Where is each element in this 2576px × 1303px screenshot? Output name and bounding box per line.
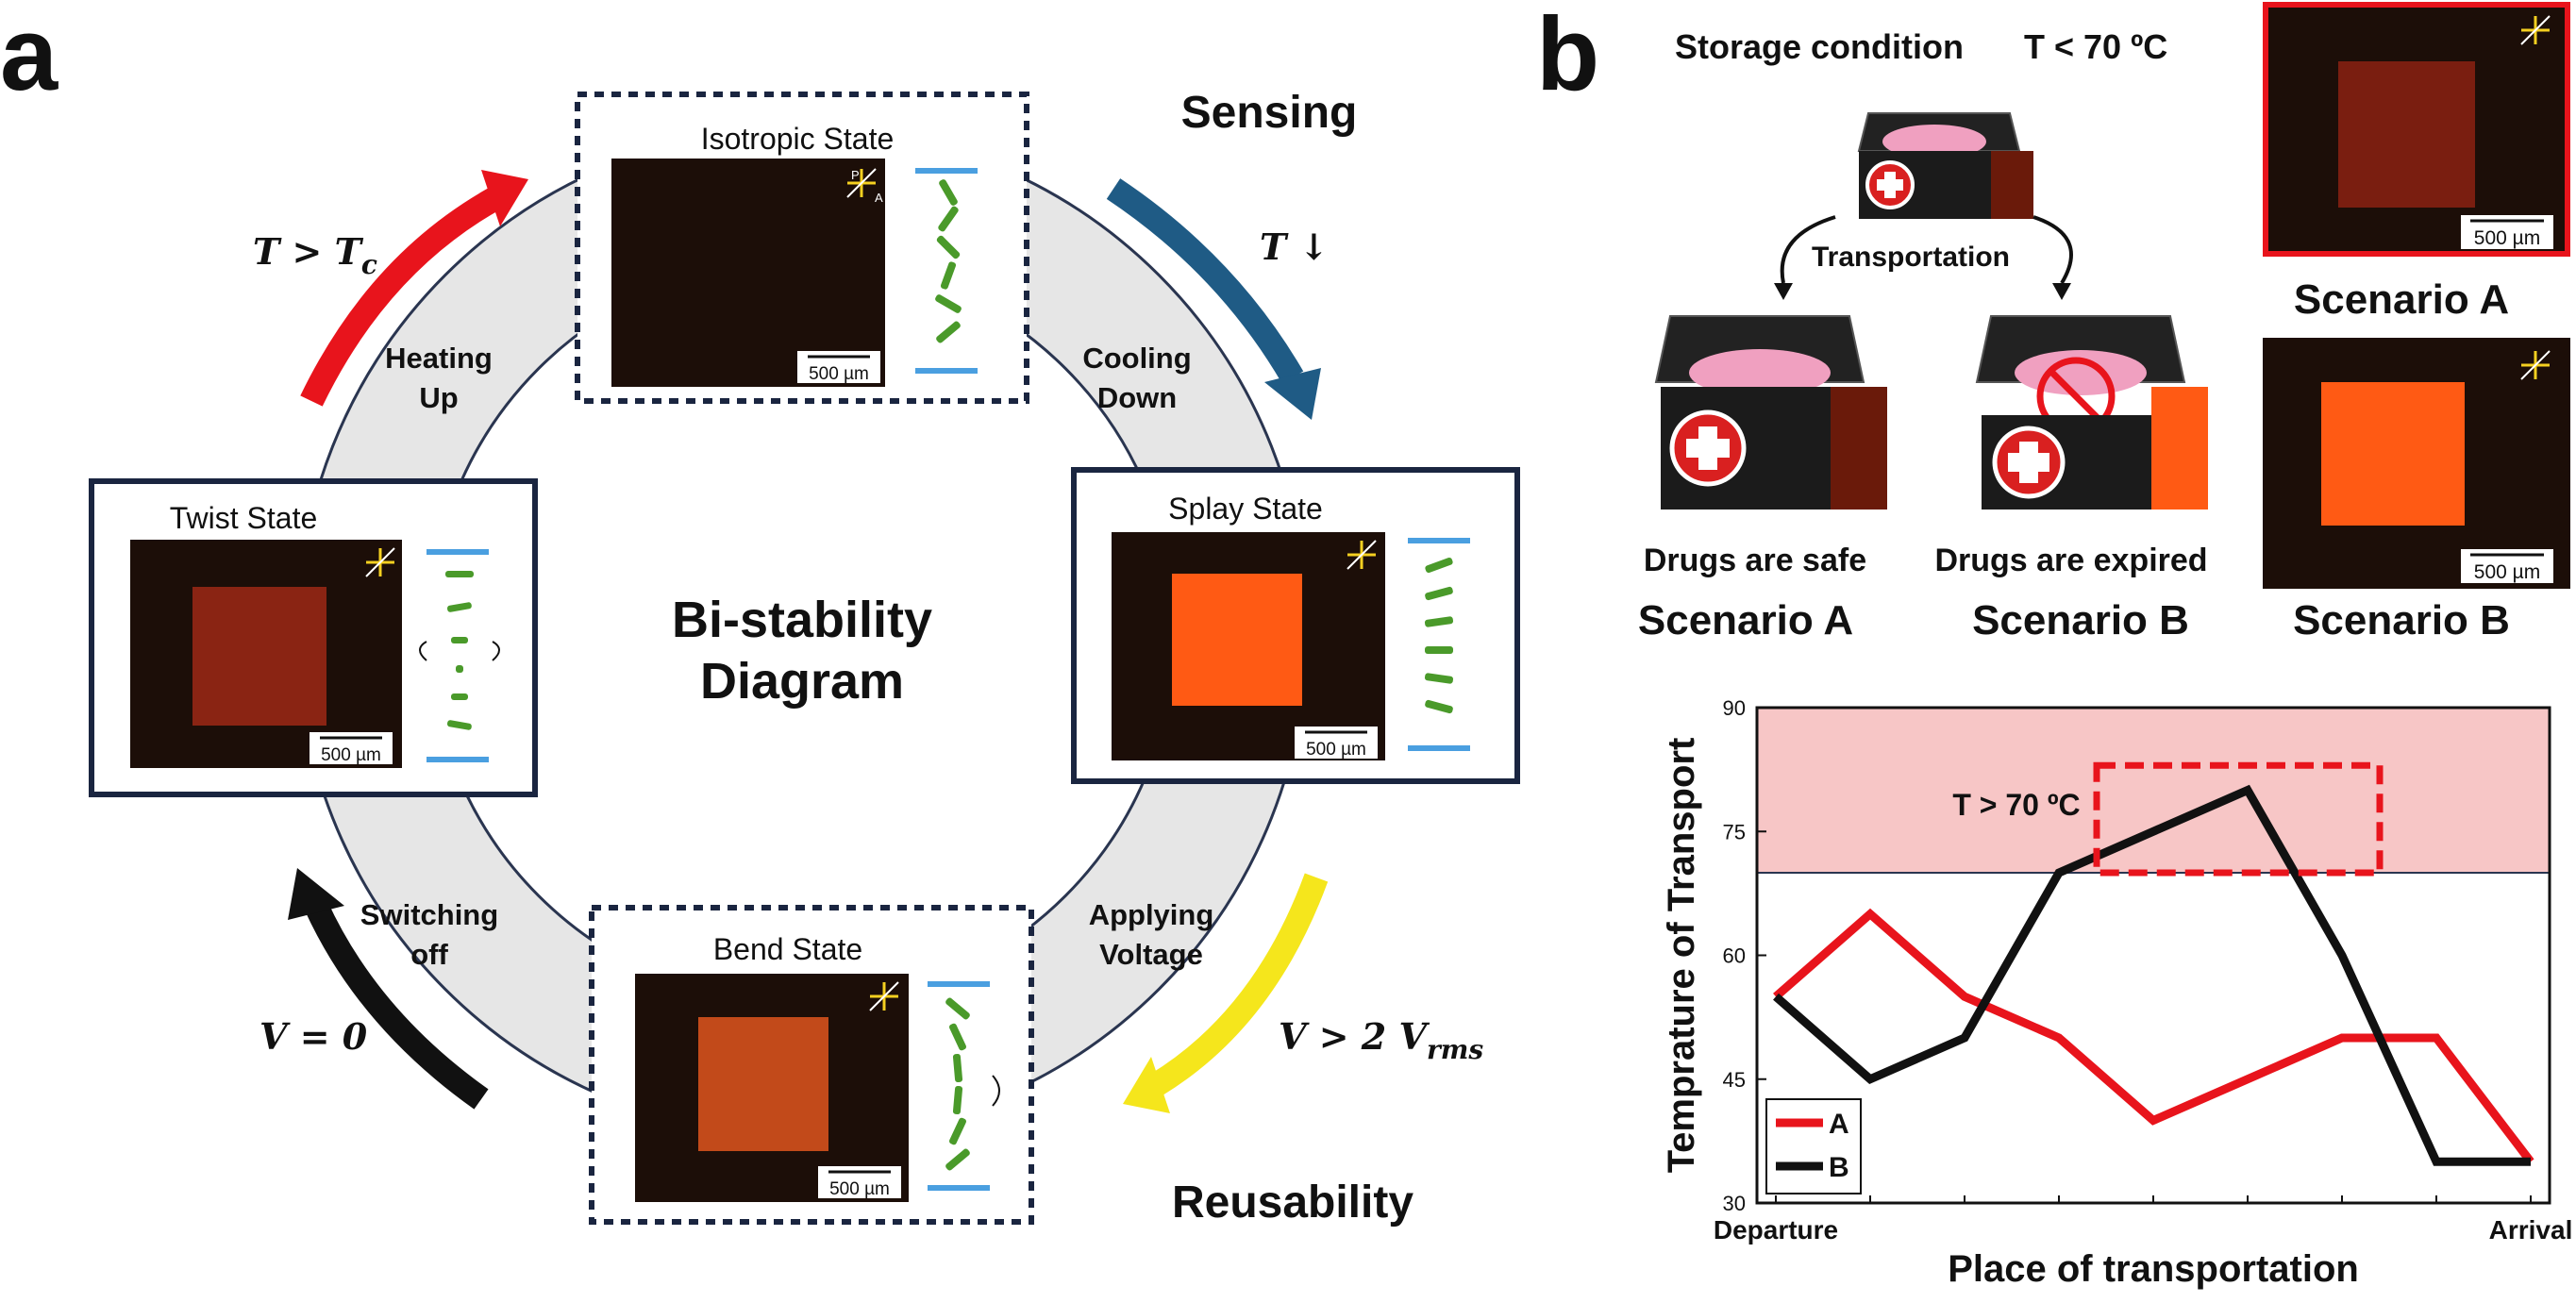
scale-bar-label: 500 µm xyxy=(321,745,381,765)
cool-condition: T ↓ xyxy=(1260,226,1329,268)
splay-state-card: Splay State 500 µm xyxy=(1071,467,1520,784)
bend-sample xyxy=(698,1017,828,1151)
applying-label-2: Voltage xyxy=(1099,938,1203,971)
twist-state-card: Twist State 500 µm xyxy=(89,478,538,797)
exceedance-highlight xyxy=(2093,761,2384,877)
cooling-arrow xyxy=(1106,178,1321,420)
y-tick-label: 90 xyxy=(1723,696,1746,720)
legend-label: A xyxy=(1829,1109,1849,1140)
isotropic-state-title: Isotropic State xyxy=(701,122,895,156)
y-tick-label: 60 xyxy=(1723,944,1746,968)
sensing-title: Sensing xyxy=(1181,88,1358,138)
legend-box xyxy=(1765,1098,1862,1194)
x-axis-label: Place of transportation xyxy=(1948,1248,2359,1290)
scenario-a-micrograph: 500 µm xyxy=(2263,2,2570,257)
scale-bar-label: 500 µm xyxy=(2474,561,2540,583)
expired-medicine-box-icon xyxy=(1975,315,2208,510)
scenario-a-right-label: Scenario A xyxy=(2294,276,2509,323)
scenario-b-micrograph: 500 µm xyxy=(2263,338,2570,589)
threshold-zone xyxy=(1757,708,2550,873)
voltage-condition: V > 2 Vrms xyxy=(1279,1015,1483,1065)
isotropic-micrograph xyxy=(611,159,885,387)
cycle-ring xyxy=(295,125,1309,1139)
storage-value: T < 70 ºC xyxy=(2024,27,2167,66)
polarizer-icon xyxy=(846,168,877,198)
switching-label: Switching xyxy=(360,898,498,931)
twist-state-title: Twist State xyxy=(170,501,318,535)
diagram-title-2: Diagram xyxy=(700,653,904,710)
isotropic-state-card: Isotropic State P A 500 µm xyxy=(575,92,1029,404)
transport-arrow-left xyxy=(1780,215,1836,284)
polarizer-a-label: A xyxy=(875,191,883,205)
scenario-b-label: Scenario B xyxy=(1972,597,2189,643)
transport-arrow-right xyxy=(2032,215,2073,285)
drugs-safe-label: Drugs are safe xyxy=(1644,543,1866,578)
scale-bar-label: 500 µm xyxy=(1306,740,1366,760)
voltage-arrow xyxy=(1123,873,1329,1113)
reusability-title: Reusability xyxy=(1172,1178,1413,1228)
legend-label: B xyxy=(1829,1152,1849,1183)
temperature-chart: 30 45 60 75 90 Departure Arrival T > 70 ºC AB Pla… xyxy=(1661,696,2572,1290)
transportation-label: Transportation xyxy=(1812,242,2010,273)
panel-a-letter: a xyxy=(0,0,59,112)
bend-state-card: Bend State 500 µm xyxy=(589,905,1034,1225)
diagram-title: Bi-stability xyxy=(672,592,932,648)
twist-sample xyxy=(192,587,326,726)
isotropic-molecule-diagram xyxy=(915,168,978,374)
splay-sample xyxy=(1172,574,1302,706)
twist-molecule-diagram xyxy=(419,549,500,762)
cooling-label: Cooling xyxy=(1082,342,1191,375)
scale-bar-label: 500 µm xyxy=(809,364,869,384)
heat-condition: T > Tc xyxy=(253,230,377,280)
bend-state-title: Bend State xyxy=(713,932,862,966)
panel-b-letter: b xyxy=(1536,0,1599,112)
switch-off-arrow xyxy=(288,868,489,1110)
splay-state-title: Splay State xyxy=(1168,492,1323,526)
heating-label: Heating xyxy=(385,342,493,375)
scenario-a-label: Scenario A xyxy=(1638,597,1853,643)
scale-bar-label: 500 µm xyxy=(829,1179,890,1199)
cooling-label-2: Down xyxy=(1097,381,1177,414)
y-tick-label: 30 xyxy=(1723,1192,1746,1215)
series-line-b xyxy=(1773,784,2531,1166)
scale-bar-label: 500 µm xyxy=(2474,227,2540,249)
applying-label: Applying xyxy=(1089,898,1214,931)
splay-molecule-diagram xyxy=(1408,538,1470,751)
storage-condition: Storage condition xyxy=(1675,27,1964,66)
x-tick-label: Arrival xyxy=(2489,1215,2573,1245)
scenario-b-right-label: Scenario B xyxy=(2293,597,2510,643)
y-tick-label: 75 xyxy=(1723,820,1746,844)
series-line-a xyxy=(1773,908,2534,1164)
x-tick-label: Departure xyxy=(1714,1215,1838,1245)
heating-label-2: Up xyxy=(419,381,458,414)
y-axis-label: Temprature of Transport xyxy=(1661,738,1702,1174)
threshold-label: T > 70 ºC xyxy=(1952,788,2080,822)
drugs-expired-label: Drugs are expired xyxy=(1934,543,2207,578)
y-tick-label: 45 xyxy=(1723,1068,1746,1092)
safe-medicine-box-icon xyxy=(1654,315,1887,510)
bend-molecule-diagram xyxy=(928,981,1000,1191)
medicine-box-icon xyxy=(1857,112,2033,219)
switching-label-2: off xyxy=(410,938,448,971)
heating-arrow xyxy=(300,170,528,407)
zero-condition: V = 0 xyxy=(259,1015,368,1058)
polarizer-p-label: P xyxy=(851,168,860,182)
